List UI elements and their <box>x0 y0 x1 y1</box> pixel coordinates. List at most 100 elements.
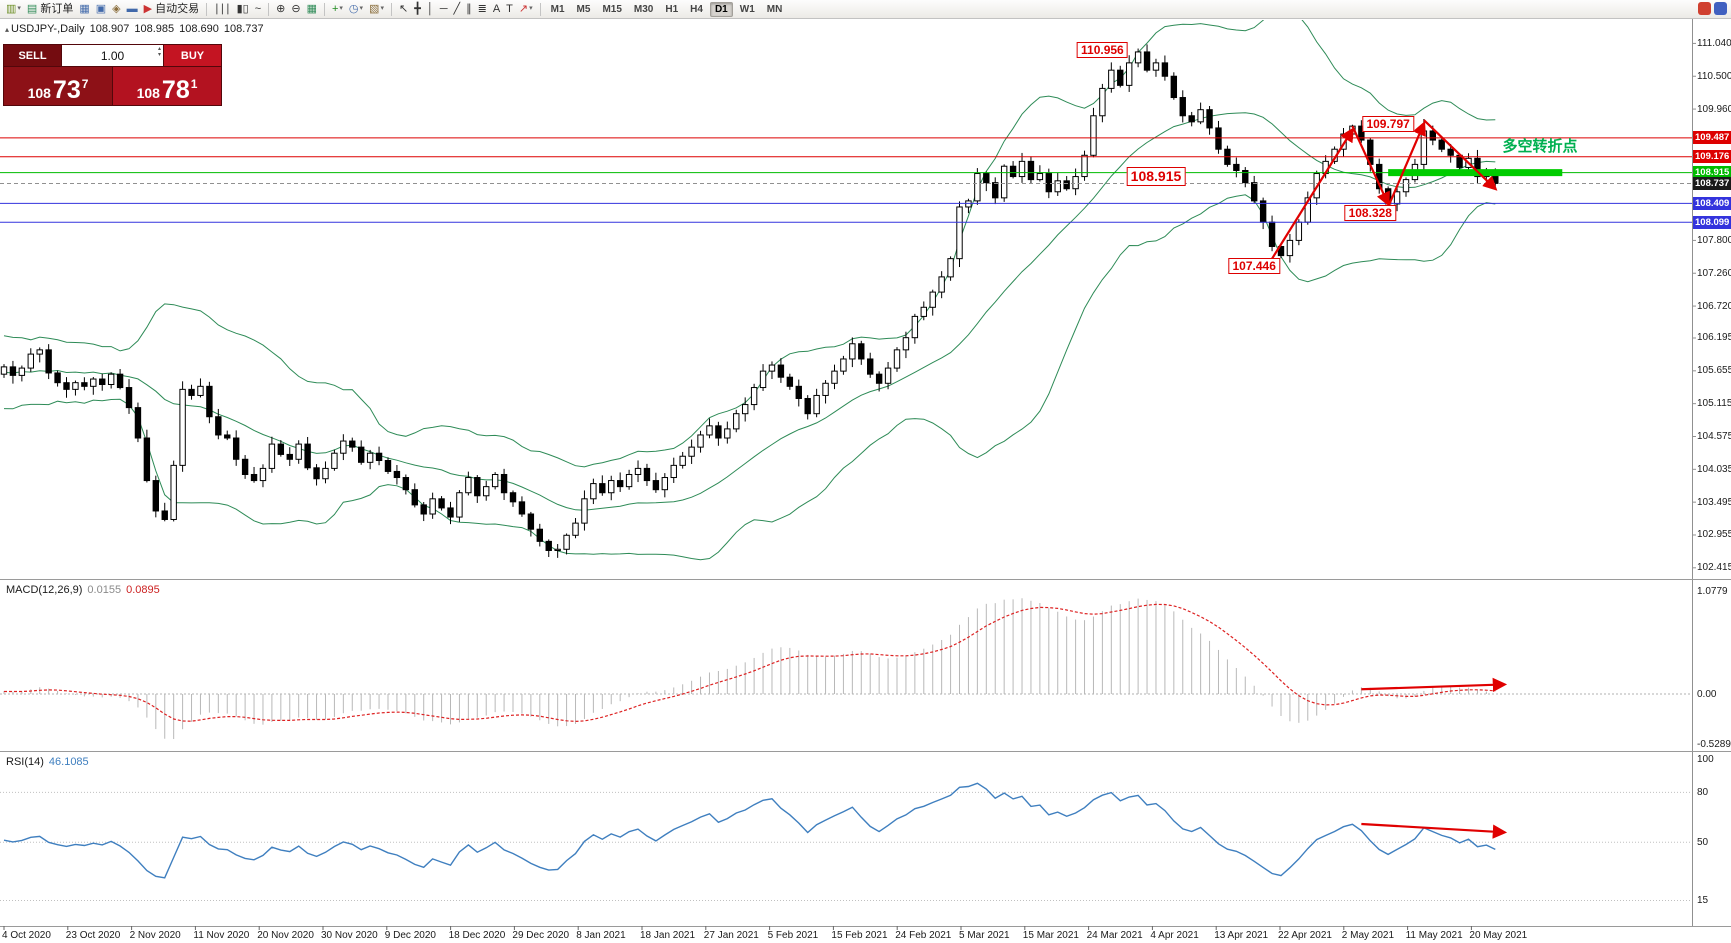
terminal-button[interactable]: ▬ <box>125 1 140 17</box>
toolbar-extra-icon-blue[interactable] <box>1714 2 1727 15</box>
candles <box>0 44 1499 558</box>
horizontal-line-button[interactable]: ─ <box>438 1 450 17</box>
price-axis-label: 103.495 <box>1697 496 1731 508</box>
timeframe-m30-button[interactable]: M30 <box>633 3 654 15</box>
line-chart-type-icon: ~ <box>254 3 262 15</box>
bid-price[interactable]: 108 73 7 <box>4 67 113 105</box>
rsi-panel-label: RSI(14) 46.1085 <box>6 756 89 768</box>
templates-button[interactable]: ▧ ▾ <box>367 1 386 17</box>
date-axis-label: 11 Nov 2020 <box>193 930 250 941</box>
date-axis-label: 2 Nov 2020 <box>129 930 181 941</box>
market-watch-button[interactable]: ▦ <box>77 1 91 17</box>
grid-icon: ▦ <box>306 3 317 15</box>
timeframe-m1-button[interactable]: M1 <box>550 3 565 15</box>
trend-arrow-1[interactable] <box>1271 127 1354 260</box>
text-button[interactable]: A <box>491 1 502 17</box>
candle-chart-type-button[interactable]: ▮▯ <box>235 1 251 17</box>
trend-arrow-4[interactable] <box>1423 119 1498 191</box>
price-axis-label: 110.500 <box>1697 70 1731 82</box>
bar-chart-type-icon: ∣∣∣ <box>214 3 231 15</box>
rsi-trend-arrow[interactable] <box>1361 822 1508 839</box>
timeframe-m5-button[interactable]: M5 <box>576 3 591 15</box>
volume-increase-button[interactable]: ▴ <box>157 46 161 52</box>
price-annotation[interactable]: 107.446 <box>1228 257 1280 274</box>
navigator-button[interactable]: ◈ <box>110 1 122 17</box>
zoom-out-button[interactable]: ⊖ <box>289 1 302 17</box>
timeframe-d1-button[interactable]: D1 <box>709 1 733 17</box>
rsi-name: RSI(14) <box>6 756 44 768</box>
rsi-axis-label: 100 <box>1697 753 1714 765</box>
macd-trend-arrow[interactable] <box>1361 677 1508 692</box>
fibonacci-icon: ≣ <box>477 3 487 15</box>
price-axis-label: 107.260 <box>1697 267 1731 279</box>
volume-field[interactable]: 1.00 ▴ ▾ <box>62 45 163 66</box>
turning-point-note[interactable]: 多空转折点 <box>1502 137 1578 155</box>
zoom-in-button[interactable]: ⊕ <box>274 1 287 17</box>
chevron-down-icon: ▾ <box>529 5 533 12</box>
vertical-line-button[interactable]: │ <box>425 1 436 17</box>
price-annotation[interactable]: 110.956 <box>1077 42 1128 59</box>
macd-signal-line <box>4 603 1496 723</box>
arrows-button[interactable]: ↗ ▾ <box>517 1 535 17</box>
one-click-trading-panel: SELL 1.00 ▴ ▾ BUY 108 73 7 108 78 1 <box>3 44 222 106</box>
price-annotation[interactable]: 108.328 <box>1344 205 1396 222</box>
channel-button[interactable]: ∥ <box>464 1 474 17</box>
volume-value: 1.00 <box>100 48 125 63</box>
trend-arrow-3[interactable] <box>1387 121 1426 208</box>
ohlc-low: 108.690 <box>179 23 219 35</box>
sell-button[interactable]: SELL <box>4 45 62 66</box>
toolbar-separator <box>268 2 270 16</box>
toolbar-separator <box>323 2 325 16</box>
macd-panel-label: MACD(12,26,9) 0.0155 0.0895 <box>6 584 160 596</box>
text-icon: A <box>492 3 501 15</box>
timeframe-w1-button[interactable]: W1 <box>739 3 755 15</box>
timeframe-mn-button[interactable]: MN <box>766 3 783 15</box>
new-chart-button[interactable]: ▥ ▾ <box>4 1 23 17</box>
indicators-button[interactable]: + ▾ <box>330 1 345 17</box>
data-window-button[interactable]: ▣ <box>94 1 108 17</box>
navigator-icon: ◈ <box>112 3 121 15</box>
date-axis-label: 5 Feb 2021 <box>767 930 819 941</box>
grid-button[interactable]: ▦ <box>305 1 319 17</box>
symbol-marker-icon: ▴ <box>5 25 10 34</box>
new-order-button[interactable]: ▤ 新订单 <box>25 1 75 17</box>
trend-arrow-2[interactable] <box>1351 125 1390 207</box>
label-button[interactable]: T <box>504 1 515 17</box>
timeframe-h1-button[interactable]: H1 <box>665 3 679 15</box>
price-annotation[interactable]: 108.915 <box>1126 166 1186 186</box>
zoom-in-icon: ⊕ <box>276 3 286 15</box>
new-chart-icon: ▥ <box>6 3 17 15</box>
timeframe-m15-button[interactable]: M15 <box>602 3 622 15</box>
date-axis-label: 4 Apr 2021 <box>1150 930 1199 941</box>
rsi-axis-label: 15 <box>1697 895 1709 907</box>
cursor-button[interactable]: ↖ <box>397 1 410 17</box>
date-axis-label: 29 Dec 2020 <box>512 930 570 941</box>
buy-button[interactable]: BUY <box>163 45 221 66</box>
autotrading-button[interactable]: ▶ 自动交易 <box>142 1 201 17</box>
price-axis-label: 102.955 <box>1697 529 1731 541</box>
chevron-down-icon: ▾ <box>380 5 384 12</box>
price-axis-label: 105.655 <box>1697 365 1731 377</box>
market-watch-icon: ▦ <box>79 3 90 15</box>
date-axis-label: 18 Dec 2020 <box>448 930 506 941</box>
bid-frac: 7 <box>81 77 89 91</box>
autotrading-button-label: 自动交易 <box>155 3 200 15</box>
crosshair-icon: ╋ <box>414 3 421 15</box>
volume-decrease-button[interactable]: ▾ <box>157 52 161 58</box>
price-axis-label: 102.415 <box>1697 562 1731 574</box>
fibonacci-button[interactable]: ≣ <box>476 1 489 17</box>
ask-frac: 1 <box>190 77 198 91</box>
line-chart-type-button[interactable]: ~ <box>253 1 263 17</box>
ask-base: 108 <box>136 84 160 101</box>
trendline-button[interactable]: ╱ <box>451 1 462 17</box>
timeframe-h4-button[interactable]: H4 <box>690 3 703 15</box>
crosshair-button[interactable]: ╋ <box>412 1 423 17</box>
toolbar-extra-icon-red[interactable] <box>1698 2 1711 15</box>
new-order-button-label: 新订单 <box>40 3 74 15</box>
rsi-panel <box>0 782 1692 902</box>
bar-chart-type-button[interactable]: ∣∣∣ <box>212 1 233 17</box>
ask-price[interactable]: 108 78 1 <box>113 67 221 105</box>
periods-button[interactable]: ◷ ▾ <box>347 1 365 17</box>
price-annotation[interactable]: 109.797 <box>1362 116 1414 133</box>
